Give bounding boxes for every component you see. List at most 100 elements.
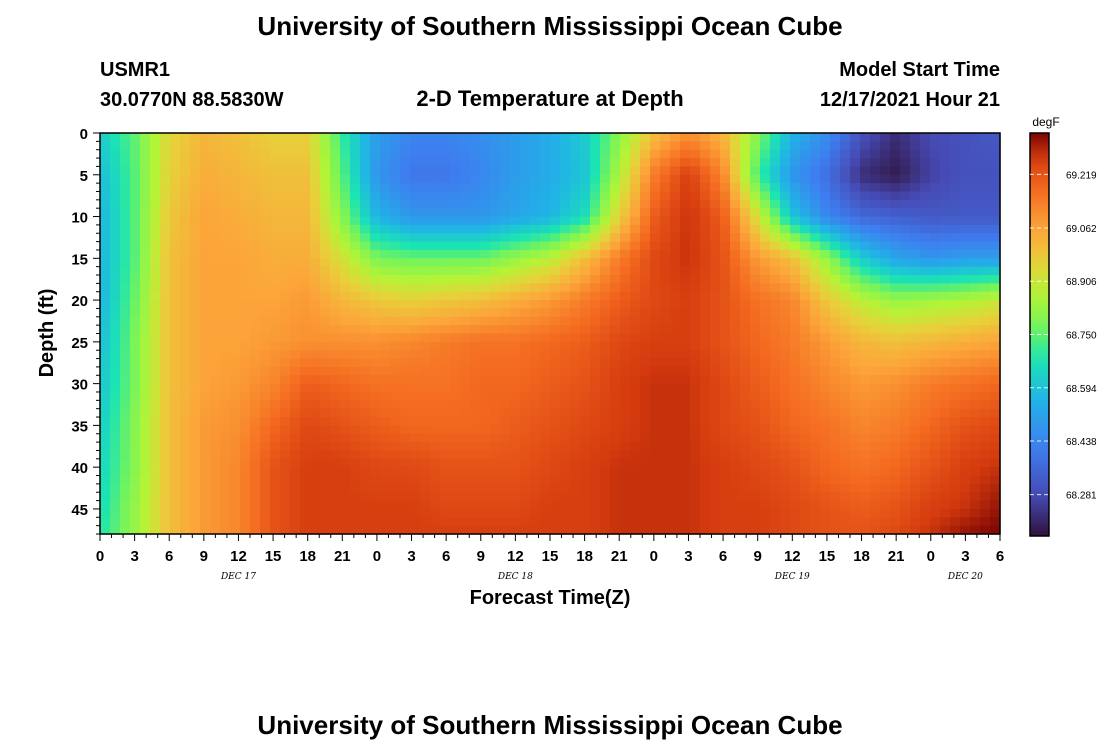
heatmap-cell xyxy=(280,442,291,452)
heatmap-cell xyxy=(490,417,501,426)
heatmap-cell xyxy=(730,375,741,385)
heatmap-cell xyxy=(950,241,961,251)
heatmap-cell xyxy=(720,300,731,310)
heatmap-cell xyxy=(850,467,861,477)
heatmap-cell xyxy=(890,241,901,251)
heatmap-cell xyxy=(230,283,241,293)
heatmap-cell xyxy=(450,166,461,176)
heatmap-cell xyxy=(710,383,721,393)
heatmap-cell xyxy=(920,233,931,243)
heatmap-cell xyxy=(230,467,241,477)
heatmap-cell xyxy=(750,216,761,226)
heatmap-cell xyxy=(130,158,141,168)
heatmap-cell xyxy=(660,483,671,493)
heatmap-cell xyxy=(240,391,251,401)
heatmap-cell xyxy=(910,158,921,168)
heatmap-cell xyxy=(570,133,581,142)
heatmap-cell xyxy=(780,258,791,268)
heatmap-cell xyxy=(470,483,481,493)
heatmap-cell xyxy=(130,425,141,435)
heatmap-cell xyxy=(300,433,311,443)
heatmap-cell xyxy=(250,149,261,159)
heatmap-cell xyxy=(900,425,911,435)
heatmap-cell xyxy=(180,174,191,184)
heatmap-cell xyxy=(840,258,851,268)
heatmap-cell xyxy=(650,517,661,527)
page-title: University of Southern Mississippi Ocean… xyxy=(257,11,842,41)
heatmap-cell xyxy=(790,174,801,184)
heatmap-cell xyxy=(330,500,341,510)
heatmap-cell xyxy=(590,400,601,410)
heatmap-cell xyxy=(770,166,781,176)
heatmap-cell xyxy=(260,300,271,310)
heatmap-cell xyxy=(320,500,331,510)
heatmap-cell xyxy=(650,216,661,226)
heatmap-cell xyxy=(340,133,351,142)
heatmap-cell xyxy=(560,467,571,477)
heatmap-cell xyxy=(480,149,491,159)
heatmap-cell xyxy=(690,216,701,226)
heatmap-cell xyxy=(460,275,471,284)
heatmap-cell xyxy=(480,241,491,251)
heatmap-cell xyxy=(890,408,901,418)
heatmap-cell xyxy=(200,224,211,234)
heatmap-cell xyxy=(300,224,311,234)
heatmap-cell xyxy=(220,483,231,493)
heatmap-cell xyxy=(330,325,341,335)
heatmap-cell xyxy=(920,391,931,401)
heatmap-cell xyxy=(630,492,641,502)
heatmap-cell xyxy=(860,191,871,201)
heatmap-cell xyxy=(930,191,941,201)
heatmap-cell xyxy=(100,199,111,209)
heatmap-cell xyxy=(280,508,291,518)
heatmap-cell xyxy=(870,266,881,276)
heatmap-cell xyxy=(260,433,271,443)
heatmap-cell xyxy=(360,333,371,343)
heatmap-cell xyxy=(690,333,701,343)
heatmap-cell xyxy=(560,275,571,284)
heatmap-cell xyxy=(180,266,191,276)
heatmap-cell xyxy=(780,208,791,218)
heatmap-cell xyxy=(860,325,871,335)
heatmap-cell xyxy=(310,300,321,310)
heatmap-cell xyxy=(540,350,551,360)
heatmap-cell xyxy=(490,224,501,234)
heatmap-cell xyxy=(590,158,601,168)
heatmap-cell xyxy=(370,517,381,527)
heatmap-cell xyxy=(990,500,1001,510)
heatmap-cell xyxy=(730,383,741,393)
heatmap-cell xyxy=(650,417,661,426)
heatmap-cell xyxy=(830,224,841,234)
heatmap-cell xyxy=(960,275,971,284)
heatmap-cell xyxy=(220,258,231,268)
heatmap-cell xyxy=(260,525,271,535)
heatmap-cell xyxy=(740,266,751,276)
heatmap-cell xyxy=(140,442,151,452)
heatmap-cell xyxy=(350,417,361,426)
heatmap-cell xyxy=(920,383,931,393)
heatmap-cell xyxy=(520,183,531,193)
heatmap-cell xyxy=(890,266,901,276)
heatmap-cell xyxy=(370,500,381,510)
heatmap-cell xyxy=(540,400,551,410)
heatmap-cell xyxy=(480,316,491,326)
heatmap-cell xyxy=(370,249,381,259)
heatmap-cell xyxy=(330,391,341,401)
heatmap-cell xyxy=(910,291,921,301)
heatmap-cell xyxy=(710,191,721,201)
heatmap-cell xyxy=(290,216,301,226)
heatmap-cell xyxy=(430,467,441,477)
heatmap-cell xyxy=(710,500,721,510)
heatmap-cell xyxy=(970,191,981,201)
heatmap-cell xyxy=(440,408,451,418)
heatmap-cell xyxy=(180,433,191,443)
heatmap-cell xyxy=(480,325,491,335)
heatmap-cell xyxy=(510,149,521,159)
heatmap-cell xyxy=(200,500,211,510)
heatmap-cell xyxy=(480,266,491,276)
heatmap-cell xyxy=(770,249,781,259)
heatmap-cell xyxy=(210,400,221,410)
heatmap-cell xyxy=(320,266,331,276)
heatmap-cell xyxy=(990,442,1001,452)
heatmap-cell xyxy=(210,391,221,401)
